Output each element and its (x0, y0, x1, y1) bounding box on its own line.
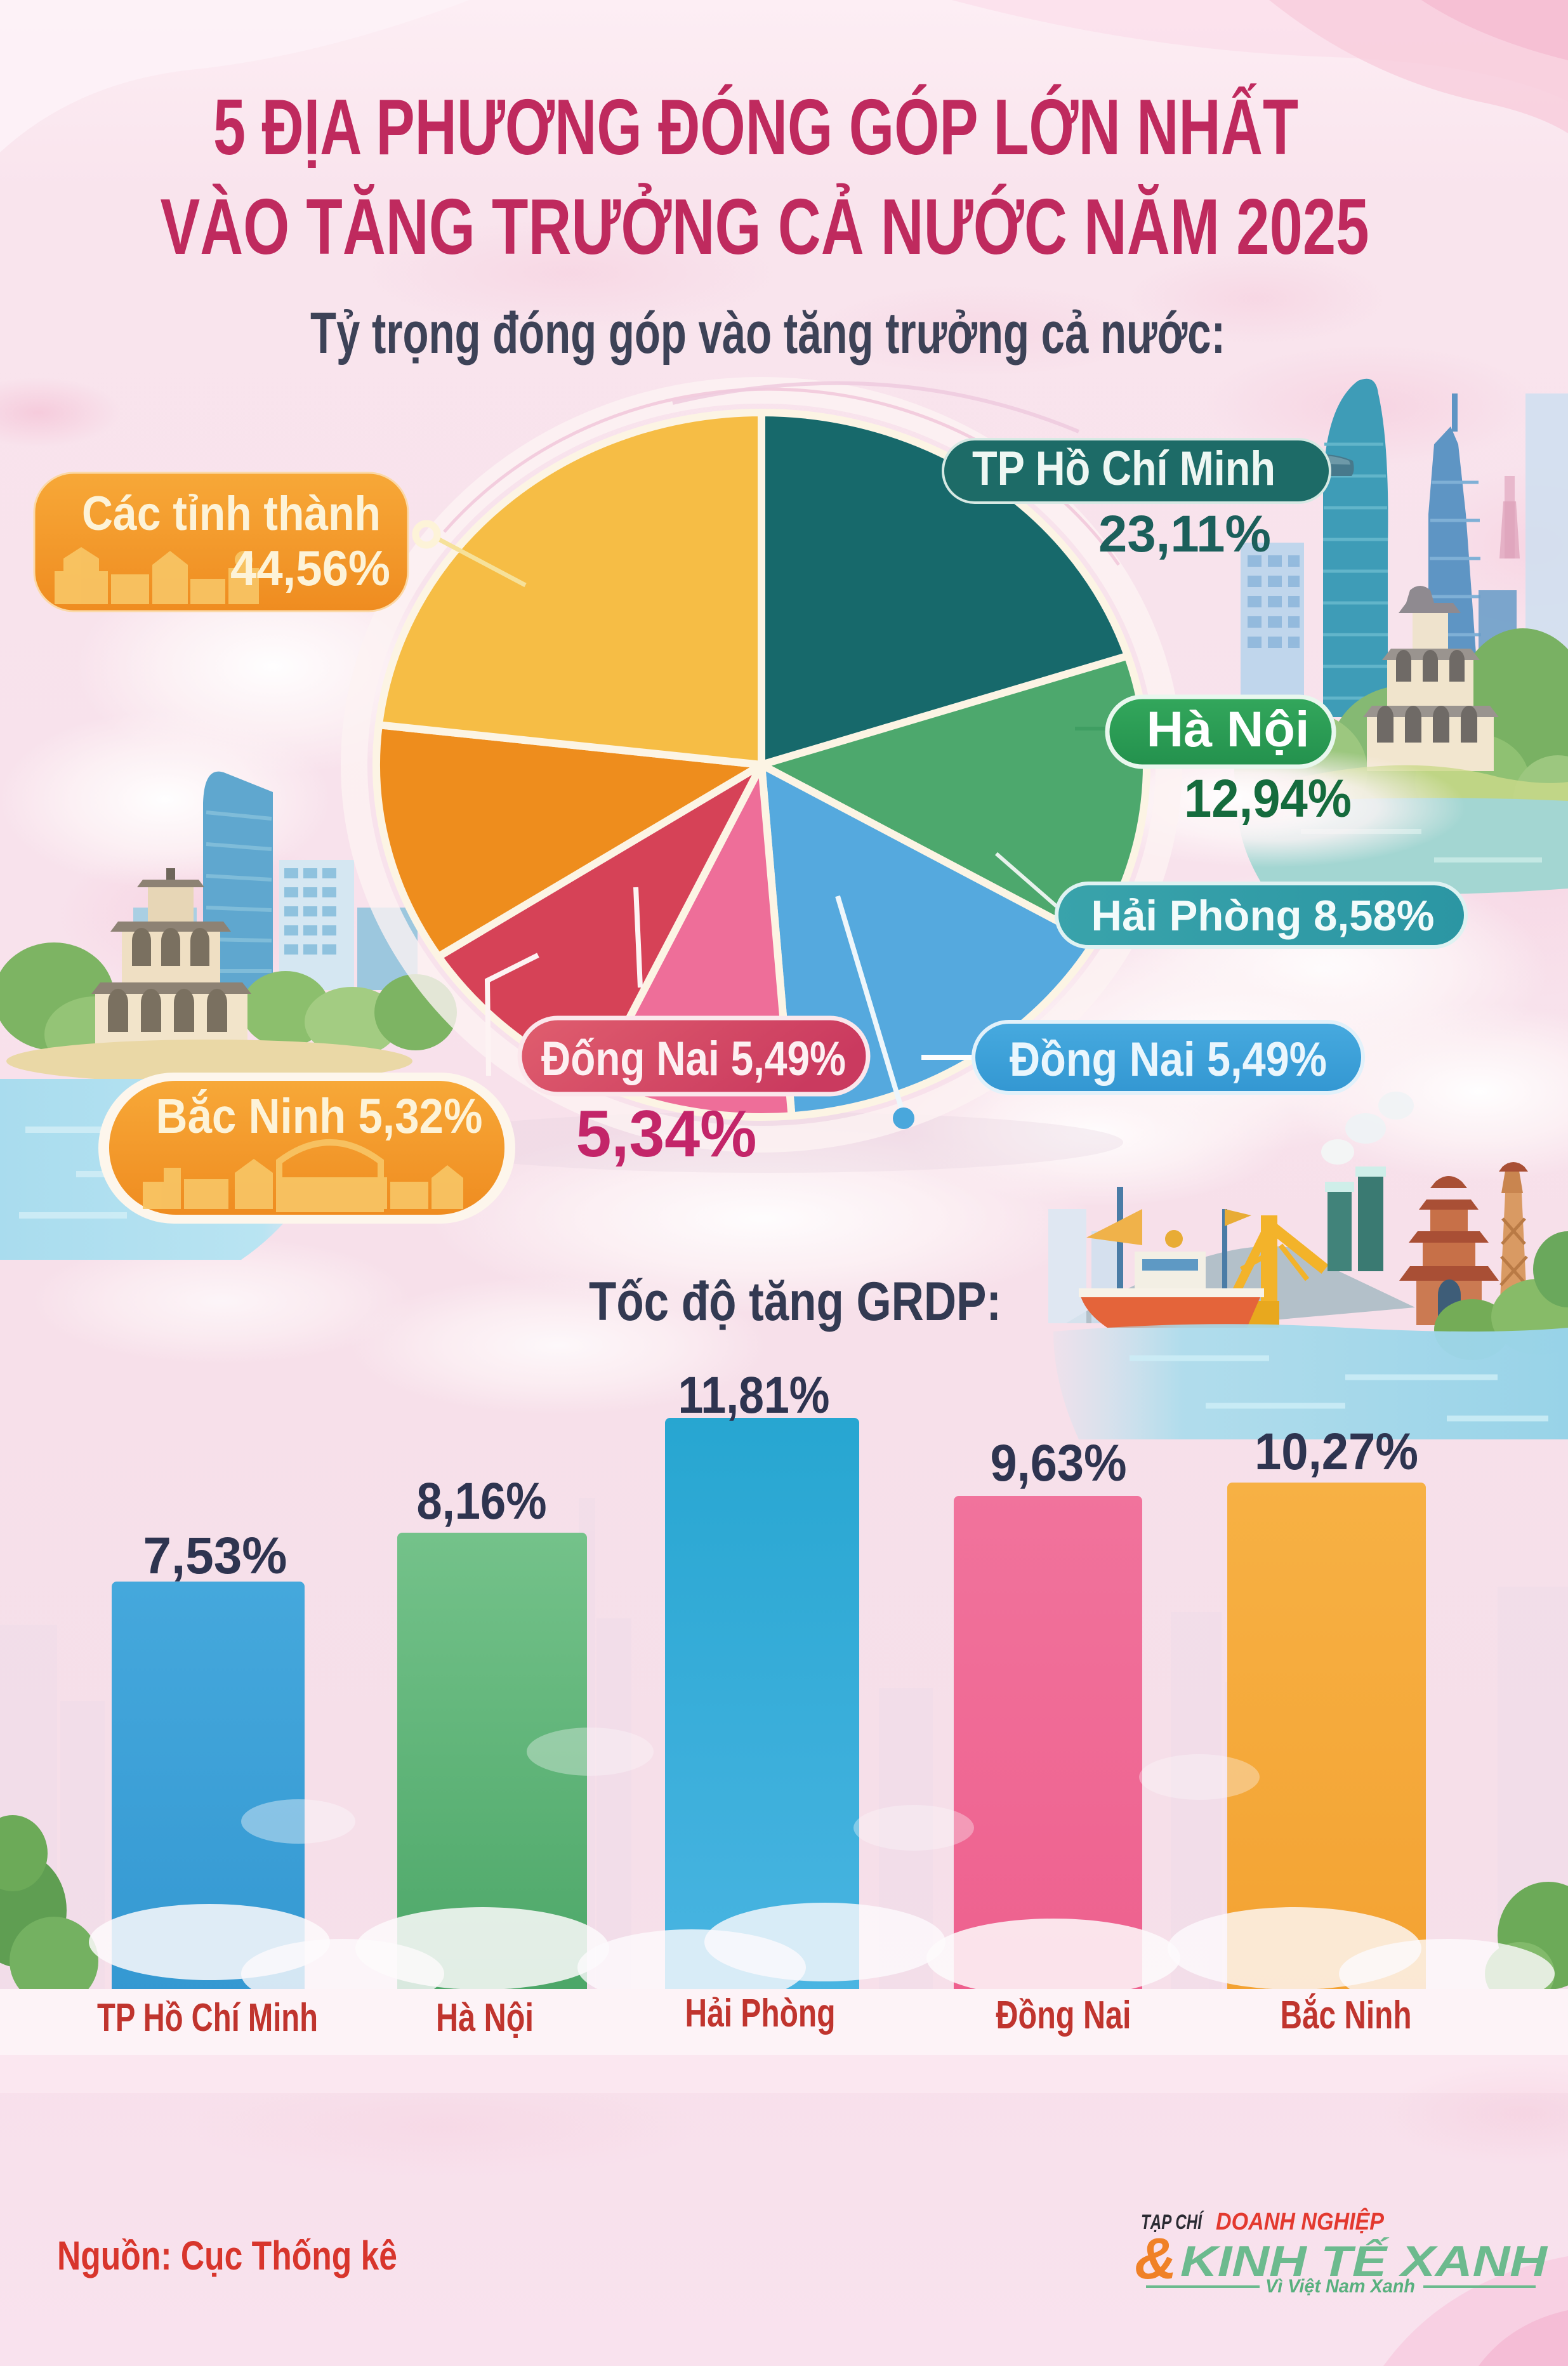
svg-text:KINH TẾ XANH: KINH TẾ XANH (1180, 2237, 1548, 2285)
svg-text:5 ĐỊA PHƯƠNG ĐÓNG GÓP LỚN NHẤT: 5 ĐỊA PHƯƠNG ĐÓNG GÓP LỚN NHẤT (213, 83, 1298, 171)
svg-text:Đồng Nai 5,49%: Đồng Nai 5,49% (1010, 1033, 1327, 1087)
svg-text:9,63%: 9,63% (991, 1434, 1127, 1492)
svg-text:10,27%: 10,27% (1255, 1423, 1418, 1481)
svg-text:TẠP CHÍ: TẠP CHÍ (1141, 2211, 1204, 2233)
svg-text:Hải Phòng: Hải Phòng (685, 1992, 836, 2035)
svg-text:5,34%: 5,34% (576, 1097, 757, 1171)
svg-text:Hà Nội: Hà Nội (1147, 701, 1310, 757)
svg-text:Nguồn: Cục Thống kê: Nguồn: Cục Thống kê (57, 2233, 397, 2278)
svg-text:Tốc độ tăng GRDP:: Tốc độ tăng GRDP: (589, 1271, 1001, 1332)
svg-text:Đống Nai 5,49%: Đống Nai 5,49% (541, 1032, 846, 1086)
svg-text:TP Hồ Chí Minh: TP Hồ Chí Minh (972, 442, 1275, 496)
svg-text:Bắc Ninh: Bắc Ninh (1281, 1993, 1412, 2037)
svg-text:Vì Việt Nam Xanh: Vì Việt Nam Xanh (1265, 2276, 1415, 2297)
svg-text:8,16%: 8,16% (417, 1472, 547, 1530)
svg-text:&: & (1135, 2226, 1176, 2291)
svg-text:DOANH NGHIỆP: DOANH NGHIỆP (1216, 2207, 1385, 2235)
svg-text:TP Hồ Chí Minh: TP Hồ Chí Minh (97, 1996, 318, 2040)
svg-text:23,11%: 23,11% (1098, 505, 1271, 563)
svg-text:Tỷ trọng đóng góp vào tăng trư: Tỷ trọng đóng góp vào tăng trưởng cả nướ… (310, 301, 1225, 366)
svg-text:12,94%: 12,94% (1184, 769, 1352, 828)
svg-text:Đồng Nai: Đồng Nai (996, 1993, 1131, 2037)
svg-text:VÀO TĂNG TRƯỞNG CẢ NƯỚC NĂM 20: VÀO TĂNG TRƯỞNG CẢ NƯỚC NĂM 2025 (161, 183, 1369, 271)
svg-text:Các tỉnh thành: Các tỉnh thành (82, 487, 381, 541)
svg-text:Hà Nội: Hà Nội (436, 1996, 534, 2040)
svg-text:7,53%: 7,53% (143, 1527, 287, 1585)
svg-text:44,56%: 44,56% (230, 540, 390, 596)
svg-text:11,81%: 11,81% (678, 1366, 830, 1424)
svg-text:Hải Phòng 8,58%: Hải Phòng 8,58% (1091, 892, 1435, 940)
svg-text:Bắc Ninh 5,32%: Bắc Ninh 5,32% (156, 1088, 483, 1144)
